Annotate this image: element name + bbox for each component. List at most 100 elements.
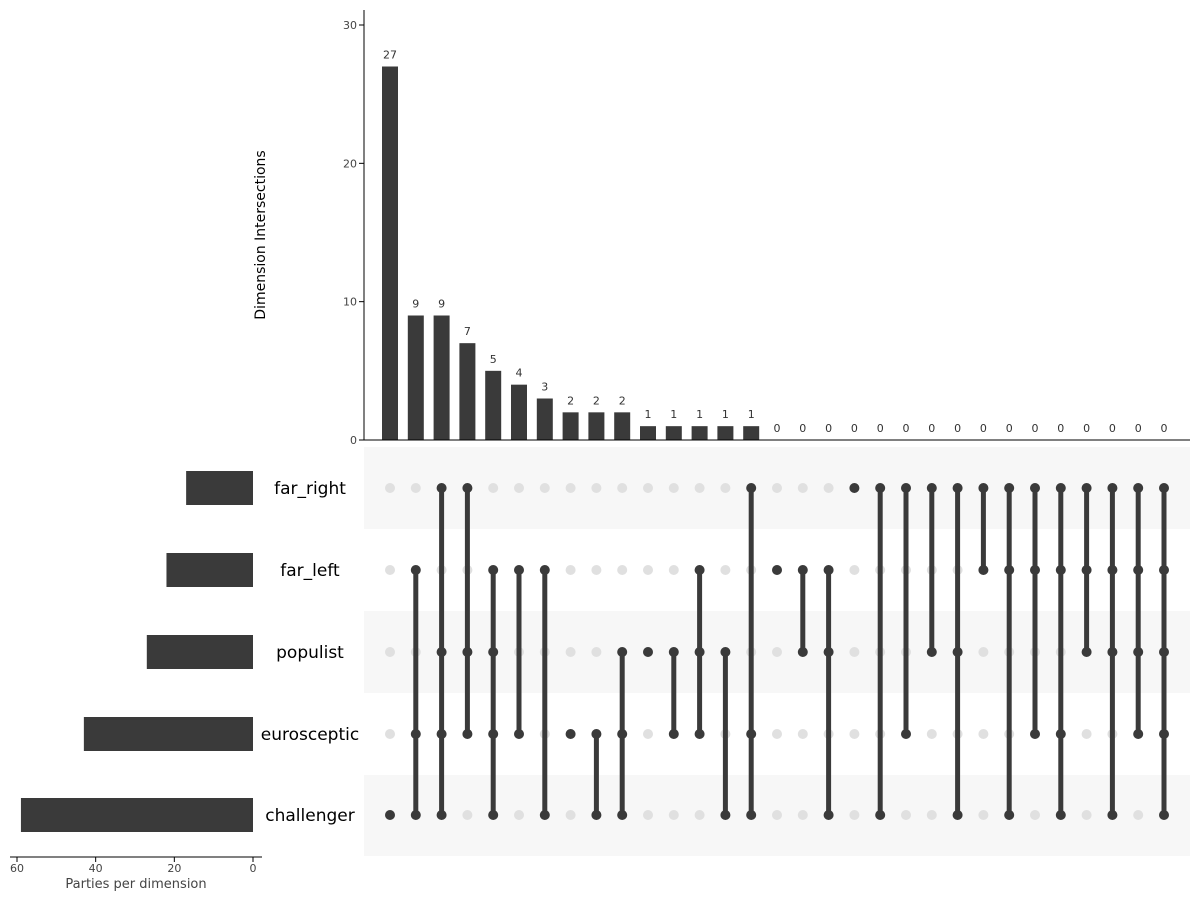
- active-dot: [668, 647, 679, 657]
- active-dot: [436, 483, 447, 493]
- inactive-dot: [926, 810, 937, 820]
- bar-count-label: 1: [645, 408, 652, 421]
- active-dot: [1159, 483, 1169, 493]
- set-axis-tick-label: 20: [167, 862, 181, 875]
- active-dot: [488, 647, 499, 657]
- bar-count-label: 0: [1032, 422, 1039, 435]
- inactive-dot: [539, 483, 550, 493]
- inactive-dot: [668, 565, 679, 575]
- set-label: eurosceptic: [261, 725, 359, 745]
- inactive-dot: [514, 810, 524, 820]
- active-dot: [539, 565, 550, 575]
- active-dot: [1159, 565, 1169, 575]
- active-dot: [1004, 810, 1015, 820]
- inactive-dot: [849, 810, 860, 820]
- active-dot: [488, 729, 499, 739]
- active-dot: [436, 647, 447, 657]
- inactive-dot: [668, 483, 679, 493]
- active-dot: [410, 565, 421, 575]
- active-dot: [1030, 729, 1040, 739]
- intersection-bar: [588, 412, 605, 440]
- inactive-dot: [591, 565, 602, 575]
- set-label: far_left: [280, 561, 340, 581]
- active-dot: [797, 565, 808, 575]
- inactive-dot: [565, 810, 576, 820]
- inactive-dot: [1133, 810, 1144, 820]
- inactive-dot: [591, 647, 602, 657]
- inactive-dot: [926, 729, 937, 739]
- bar-count-label: 5: [490, 353, 497, 366]
- bar-count-label: 0: [1135, 422, 1142, 435]
- inactive-dot: [462, 810, 473, 820]
- active-dot: [488, 565, 499, 575]
- inactive-dot: [514, 483, 524, 493]
- active-dot: [643, 647, 653, 657]
- active-dot: [1030, 483, 1040, 493]
- active-dot: [1081, 565, 1092, 575]
- inactive-dot: [694, 483, 705, 493]
- bar-count-label: 1: [670, 408, 677, 421]
- bar-count-label: 0: [1083, 422, 1090, 435]
- active-dot: [901, 483, 911, 493]
- bar-count-label: 0: [1057, 422, 1064, 435]
- inactive-dot: [772, 483, 782, 493]
- bar-count-label: 9: [438, 298, 445, 311]
- active-dot: [1081, 483, 1092, 493]
- intersection-bar: [433, 315, 450, 440]
- bar-count-label: 2: [619, 394, 626, 407]
- active-dot: [823, 565, 834, 575]
- y-tick-label: 30: [343, 19, 357, 32]
- y-axis-label: Dimension Intersections: [253, 150, 269, 319]
- active-dot: [772, 565, 782, 575]
- inactive-dot: [849, 565, 860, 575]
- inactive-dot: [901, 810, 911, 820]
- inactive-dot: [565, 565, 576, 575]
- active-dot: [875, 483, 886, 493]
- intersection-bar: [562, 412, 579, 440]
- active-dot: [901, 729, 911, 739]
- bar-count-label: 0: [1109, 422, 1116, 435]
- bar-count-label: 1: [722, 408, 729, 421]
- active-dot: [462, 729, 473, 739]
- intersection-bar: [511, 384, 527, 440]
- bar-count-label: 0: [928, 422, 935, 435]
- active-dot: [1159, 729, 1169, 739]
- active-dot: [746, 810, 757, 820]
- inactive-dot: [772, 647, 782, 657]
- inactive-dot: [565, 647, 576, 657]
- intersection-bar: [382, 66, 398, 440]
- intersection-bar: [485, 370, 502, 440]
- y-tick-label: 20: [343, 157, 357, 170]
- bar-count-label: 0: [1161, 422, 1168, 435]
- intersection-bar: [640, 426, 656, 440]
- set-label: far_right: [274, 479, 346, 499]
- set-size-bar: [20, 798, 253, 832]
- active-dot: [565, 729, 576, 739]
- active-dot: [410, 810, 421, 820]
- inactive-dot: [720, 565, 731, 575]
- inactive-dot: [797, 729, 808, 739]
- active-dot: [823, 647, 834, 657]
- inactive-dot: [694, 810, 705, 820]
- bar-count-label: 9: [412, 298, 419, 311]
- active-dot: [797, 647, 808, 657]
- inactive-dot: [797, 483, 808, 493]
- active-dot: [720, 810, 731, 820]
- active-dot: [694, 729, 705, 739]
- active-dot: [1107, 810, 1118, 820]
- active-dot: [1133, 647, 1144, 657]
- active-dot: [539, 810, 550, 820]
- active-dot: [1159, 647, 1169, 657]
- active-dot: [926, 647, 937, 657]
- inactive-dot: [643, 483, 653, 493]
- active-dot: [952, 647, 963, 657]
- active-dot: [1030, 565, 1040, 575]
- inactive-dot: [720, 483, 731, 493]
- inactive-dot: [385, 483, 395, 493]
- inactive-dot: [565, 483, 576, 493]
- set-axis-tick-label: 60: [10, 862, 24, 875]
- active-dot: [668, 729, 679, 739]
- intersection-bars: 27 9 9 7 5 4 3 2 2 2 1 1 1 1 1 0 0 0 0 0 0 0 0 0 0 0 0 0 0 0 0: [382, 49, 1168, 440]
- bar-count-label: 0: [825, 422, 832, 435]
